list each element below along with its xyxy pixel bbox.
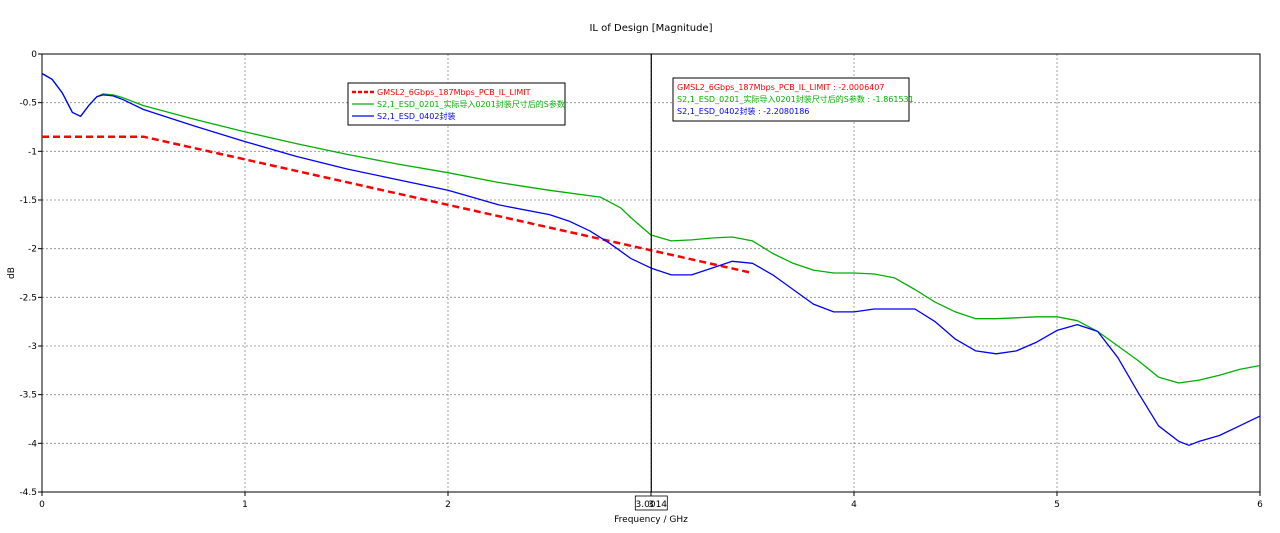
readout-line: S2,1_ESD_0402封装 : -2.2080186: [677, 106, 809, 116]
x-tick-label: 4: [851, 500, 857, 510]
legend-entry-label: S2,1_ESD_0201_实际导入0201封装尺寸后的S参数: [377, 99, 565, 109]
x-tick-label: 1: [242, 500, 248, 510]
y-tick-label: -1: [28, 147, 37, 157]
readout-box: [672, 77, 910, 122]
y-tick-label: -2.5: [19, 293, 37, 303]
x-tick-label: 2: [445, 500, 451, 510]
x-tick-label: 3: [648, 500, 654, 510]
x-tick-label: 0: [39, 500, 45, 510]
y-tick-label: -0.5: [19, 99, 37, 109]
y-tick-label: -4: [28, 439, 37, 449]
legend[interactable]: GMSL2_6Gbps_187Mbps_PCB_IL_LIMIT S2,1_ESD…: [347, 82, 566, 126]
y-tick-label: -3: [28, 342, 37, 352]
x-tick-label: 6: [1257, 500, 1263, 510]
legend-entry-label: GMSL2_6Gbps_187Mbps_PCB_IL_LIMIT: [377, 88, 531, 97]
y-tick-label: 0: [31, 50, 37, 60]
legend-box: [347, 82, 566, 126]
readout-line: S2,1_ESD_0201_实际导入0201封装尺寸后的S参数 : -1.861…: [677, 94, 914, 104]
readout-line: GMSL2_6Gbps_187Mbps_PCB_IL_LIMIT : -2.00…: [677, 83, 884, 92]
marker-value-label: 3.0014: [636, 500, 668, 510]
tick-layer: 0 1 2 3 4 5 6 0 -0.5 -1 -1.5 -2 -2.5 -3 -3.5 -4 -4.5: [19, 50, 1263, 510]
y-axis-label: dB: [7, 267, 17, 279]
x-tick-label: 5: [1054, 500, 1060, 510]
y-tick-label: -1.5: [19, 196, 37, 206]
marker-readout-box: GMSL2_6Gbps_187Mbps_PCB_IL_LIMIT : -2.00…: [672, 77, 914, 122]
series-line-3: [41, 72, 1261, 446]
x-axis-label: Frequency / GHz: [614, 515, 688, 525]
y-tick-label: -4.5: [19, 488, 37, 498]
legend-entry-label: S2,1_ESD_0402封装: [377, 111, 455, 121]
chart-title: IL of Design [Magnitude]: [589, 23, 712, 34]
y-tick-label: -3.5: [19, 391, 37, 401]
series-line-2: [41, 72, 1261, 384]
y-tick-label: -2: [28, 245, 37, 255]
series-line-1: [42, 135, 753, 275]
series-layer: [41, 72, 1261, 446]
